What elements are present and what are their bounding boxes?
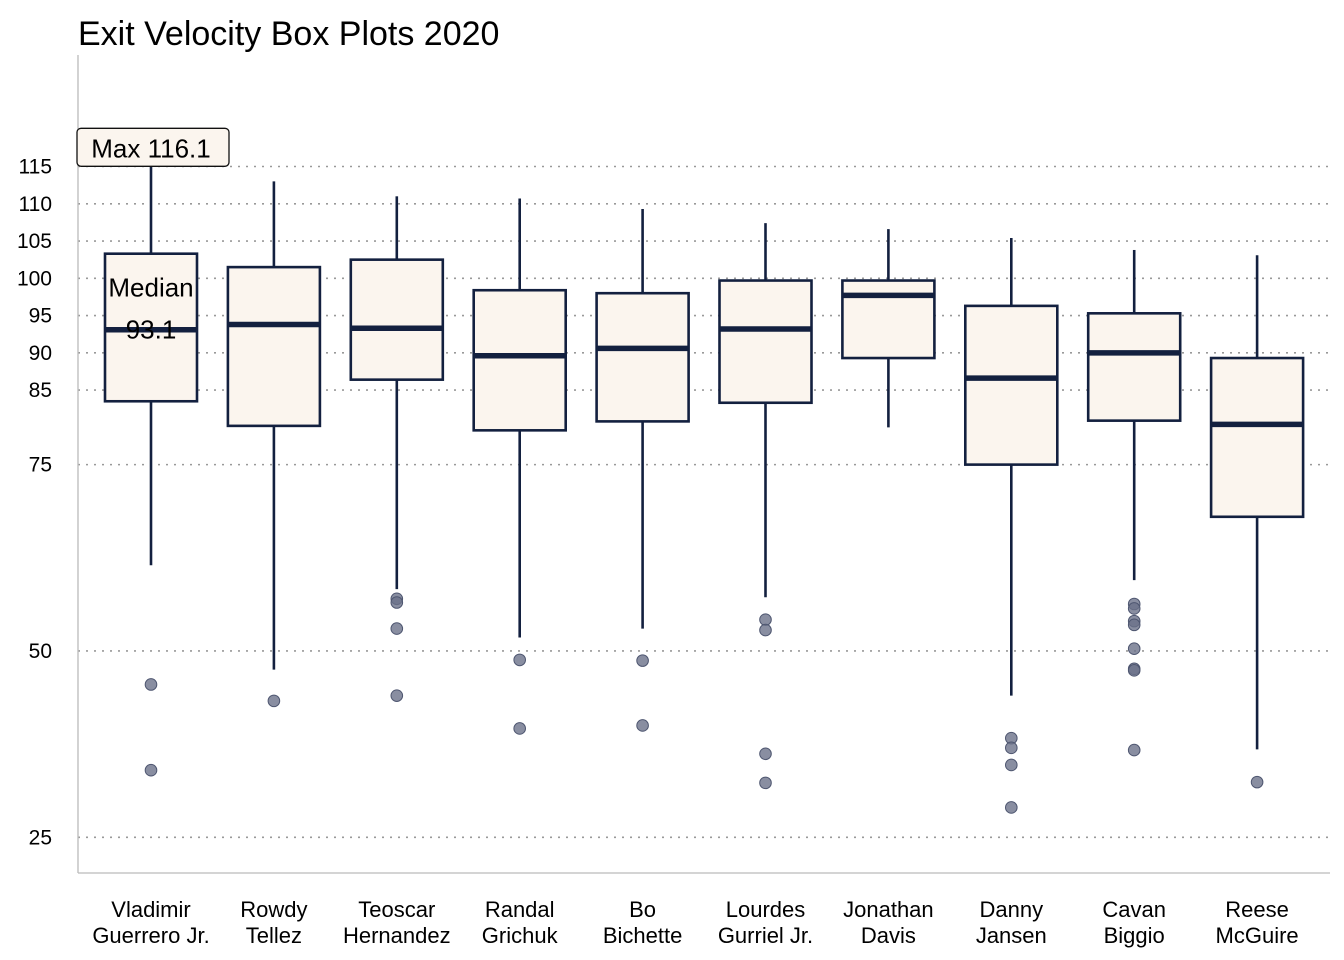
median-label-line2: 93.1: [126, 315, 177, 345]
x-tick-label-line: Rowdy: [240, 897, 307, 922]
box: [226, 265, 322, 428]
outlier-point: [1127, 618, 1141, 632]
x-tick-label: Rowdy Tellez: [240, 897, 307, 948]
x-tick-label: Randal Grichuk: [482, 897, 559, 948]
outlier-point: [759, 613, 772, 626]
box-plot-9: [1209, 255, 1305, 789]
x-tick-label-line: Teoscar: [358, 897, 435, 922]
outlier-point: [636, 654, 649, 667]
outlier-point: [1005, 741, 1018, 755]
box-plot-0: [103, 158, 199, 777]
x-tick-label-line: Biggio: [1104, 923, 1165, 948]
axes: 25 50 75 85 90 95 100 105 110 115 Vladimir Guerrero…: [17, 55, 1330, 948]
outlier-point: [144, 763, 158, 777]
outlier-point: [390, 622, 404, 635]
y-tick-label: 100: [17, 267, 52, 290]
x-tick-label-line: Randal: [485, 897, 555, 922]
outlier-point: [759, 776, 772, 790]
x-tick-label-line: Davis: [861, 923, 916, 948]
x-tick-label-line: Hernandez: [343, 923, 451, 948]
y-tick-label: 95: [29, 305, 52, 328]
x-tick-label-line: Bo: [629, 897, 656, 922]
x-tick-label: Teoscar Hernandez: [343, 897, 451, 948]
x-tick-label-line: Bichette: [603, 923, 683, 948]
x-tick-label-line: Tellez: [246, 923, 302, 948]
box-plot-2: [349, 196, 445, 702]
x-tick-label: Vladimir Guerrero Jr.: [92, 897, 209, 948]
box-plot-3: [472, 198, 568, 735]
y-tick-label: 90: [29, 342, 52, 365]
outlier-point: [390, 596, 404, 609]
outlier-point: [1005, 801, 1018, 814]
y-tick-label: 75: [29, 454, 52, 477]
x-tick-label: Danny Jansen: [976, 897, 1047, 948]
x-tick-label-line: Grichuk: [482, 923, 559, 948]
chart-title: Exit Velocity Box Plots 2020: [78, 15, 499, 53]
y-tick-label: 105: [17, 230, 52, 253]
outlier-point: [144, 678, 158, 691]
outlier-point: [513, 653, 527, 667]
outlier-point: [759, 747, 772, 761]
x-tick-label-line: Vladimir: [111, 897, 190, 922]
outlier-point: [1127, 664, 1141, 677]
outlier-point: [1127, 642, 1141, 656]
outlier-point: [1250, 775, 1264, 789]
box: [472, 288, 568, 432]
x-tick-label-line: Reese: [1225, 897, 1289, 922]
x-tick-label: Reese McGuire: [1216, 897, 1299, 948]
x-tick-label: Lourdes Gurriel Jr.: [718, 897, 813, 948]
x-tick-label-line: Danny: [980, 897, 1044, 922]
outlier-point: [513, 722, 527, 735]
x-tick-label: Cavan Biggio: [1102, 897, 1166, 948]
box: [349, 258, 445, 381]
x-tick-label-line: Guerrero Jr.: [92, 923, 209, 948]
annotations: Max 116.1 Median 93.1: [76, 127, 230, 345]
outlier-point: [267, 694, 281, 708]
y-tick-label: 115: [19, 156, 52, 179]
y-tick-label: 50: [29, 640, 52, 663]
x-tick-label: Jonathan Davis: [843, 897, 934, 948]
x-tick-label-line: Jonathan: [843, 897, 934, 922]
x-tick-label-line: McGuire: [1216, 923, 1299, 948]
outlier-point: [636, 719, 649, 732]
outlier-point: [1005, 758, 1018, 772]
box-plots: [103, 158, 1305, 814]
box: [718, 279, 813, 405]
box: [963, 304, 1059, 466]
box: [841, 279, 936, 360]
y-tick-label: 25: [29, 826, 52, 849]
x-tick-label-line: Cavan: [1102, 897, 1166, 922]
box-plot-7: [963, 238, 1059, 814]
box-plot-5: [718, 223, 813, 790]
outlier-point: [1127, 743, 1141, 757]
box-plot-6: [841, 229, 936, 428]
max-label: Max 116.1: [91, 133, 210, 163]
x-tick-label-line: Jansen: [976, 923, 1047, 948]
x-tick-label: Bo Bichette: [603, 897, 683, 948]
box: [595, 291, 690, 423]
box: [1209, 356, 1305, 519]
outlier-point: [390, 689, 404, 702]
max-label-box: [76, 127, 230, 167]
outlier-point: [1127, 602, 1141, 615]
median-label-line1: Median: [108, 273, 193, 303]
x-tick-label-line: Lourdes: [726, 897, 806, 922]
box-plot-1: [226, 181, 322, 708]
y-tick-label: 110: [19, 193, 52, 216]
box-plot-8: [1086, 249, 1182, 757]
y-tick-label: 85: [29, 379, 52, 402]
x-tick-label-line: Gurriel Jr.: [718, 923, 813, 948]
box-plot-4: [595, 208, 690, 732]
outlier-point: [759, 623, 772, 637]
box: [1086, 312, 1182, 422]
